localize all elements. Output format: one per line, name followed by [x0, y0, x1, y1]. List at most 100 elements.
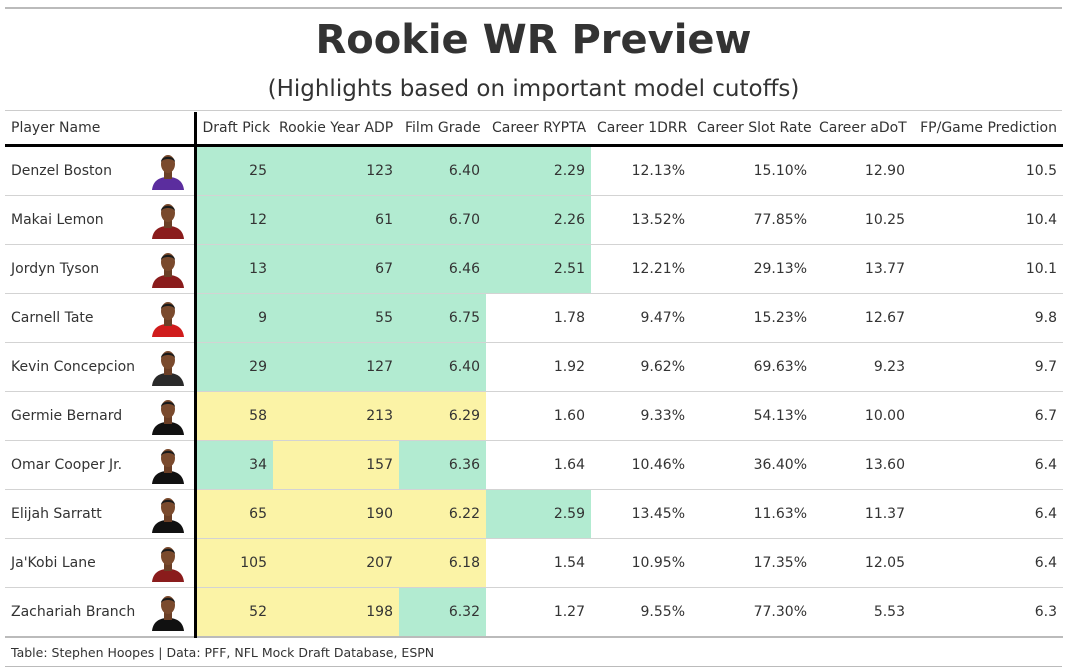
career-1drr-cell: 12.21% — [591, 244, 691, 294]
career-slot-rate-cell: 54.13% — [691, 391, 813, 441]
table-title: Rookie WR Preview — [315, 17, 752, 63]
header-row: Player Name Draft Pick Rookie Year ADP F… — [5, 112, 1063, 147]
player-name-cell: Carnell Tate — [5, 293, 142, 343]
fp-game-prediction-cell: 9.7 — [911, 342, 1063, 392]
career-adot-cell: 13.60 — [813, 440, 911, 490]
fp-game-prediction-cell: 6.3 — [911, 587, 1063, 638]
career-1drr-cell: 9.55% — [591, 587, 691, 638]
career-rypta-cell: 2.26 — [486, 195, 591, 245]
player-headshot-cell — [142, 195, 197, 245]
film-grade-cell: 6.70 — [399, 195, 486, 245]
player-headshot-icon — [152, 302, 184, 337]
career-slot-rate-cell: 15.10% — [691, 145, 813, 196]
col-header-career-rypta: Career RYPTA — [486, 112, 591, 147]
career-rypta-cell: 1.92 — [486, 342, 591, 392]
player-headshot-icon — [152, 400, 184, 435]
film-grade-cell: 6.32 — [399, 587, 486, 638]
player-headshot-icon — [152, 596, 184, 631]
rookie-year-adp-cell: 213 — [273, 391, 399, 441]
career-rypta-cell: 1.60 — [486, 391, 591, 441]
career-slot-rate-cell: 17.35% — [691, 538, 813, 588]
career-1drr-cell: 13.52% — [591, 195, 691, 245]
career-adot-cell: 12.90 — [813, 145, 911, 196]
film-grade-cell: 6.46 — [399, 244, 486, 294]
film-grade-cell: 6.40 — [399, 342, 486, 392]
rookie-year-adp-cell: 198 — [273, 587, 399, 638]
table-row: Kevin Concepcion 29 127 6.40 1.92 9.62% 69.63%… — [5, 342, 1063, 392]
career-1drr-cell: 13.45% — [591, 489, 691, 539]
player-headshot-cell — [142, 244, 197, 294]
career-adot-cell: 9.23 — [813, 342, 911, 392]
rookie-year-adp-cell: 67 — [273, 244, 399, 294]
rookie-wr-table: Player Name Draft Pick Rookie Year ADP F… — [5, 112, 1063, 638]
col-header-rookie-year-adp: Rookie Year ADP — [273, 112, 399, 147]
career-1drr-cell: 10.46% — [591, 440, 691, 490]
fp-game-prediction-cell: 6.4 — [911, 440, 1063, 490]
draft-pick-cell: 52 — [195, 587, 273, 638]
career-slot-rate-cell: 11.63% — [691, 489, 813, 539]
player-name-cell: Omar Cooper Jr. — [5, 440, 142, 490]
career-rypta-cell: 2.29 — [486, 145, 591, 196]
table-row: Elijah Sarratt 65 190 6.22 2.59 13.45% 11.63% 1… — [5, 489, 1063, 539]
draft-pick-cell: 9 — [195, 293, 273, 343]
player-name-cell: Germie Bernard — [5, 391, 142, 441]
career-rypta-cell: 1.78 — [486, 293, 591, 343]
career-slot-rate-cell: 15.23% — [691, 293, 813, 343]
career-1drr-cell: 9.33% — [591, 391, 691, 441]
player-headshot-icon — [152, 498, 184, 533]
rookie-year-adp-cell: 123 — [273, 145, 399, 196]
draft-pick-cell: 25 — [195, 145, 273, 196]
player-headshot-icon — [152, 449, 184, 484]
table-row: Makai Lemon 12 61 6.70 2.26 13.52% 77.85% 10.25… — [5, 195, 1063, 245]
career-rypta-cell: 2.59 — [486, 489, 591, 539]
career-adot-cell: 10.00 — [813, 391, 911, 441]
fp-game-prediction-cell: 10.4 — [911, 195, 1063, 245]
fp-game-prediction-cell: 6.4 — [911, 489, 1063, 539]
col-header-headshot — [142, 112, 197, 147]
career-adot-cell: 13.77 — [813, 244, 911, 294]
player-headshot-icon — [152, 547, 184, 582]
career-adot-cell: 12.67 — [813, 293, 911, 343]
career-slot-rate-cell: 77.85% — [691, 195, 813, 245]
fp-game-prediction-cell: 6.7 — [911, 391, 1063, 441]
player-headshot-cell — [142, 489, 197, 539]
table-row: Zachariah Branch 52 198 6.32 1.27 9.55% 77.30%… — [5, 587, 1063, 638]
player-headshot-icon — [152, 155, 184, 190]
col-header-draft-pick: Draft Pick — [195, 112, 273, 147]
player-name-cell: Ja'Kobi Lane — [5, 538, 142, 588]
table-row: Ja'Kobi Lane 105 207 6.18 1.54 10.95% 17.35% 12… — [5, 538, 1063, 588]
player-headshot-cell — [142, 342, 197, 392]
col-header-fp-game-prediction: FP/Game Prediction — [911, 112, 1063, 147]
col-header-career-1drr: Career 1DRR — [591, 112, 691, 147]
player-headshot-cell — [142, 293, 197, 343]
film-grade-cell: 6.18 — [399, 538, 486, 588]
draft-pick-cell: 105 — [195, 538, 273, 588]
draft-pick-cell: 13 — [195, 244, 273, 294]
film-grade-cell: 6.40 — [399, 145, 486, 196]
film-grade-cell: 6.36 — [399, 440, 486, 490]
player-name-cell: Jordyn Tyson — [5, 244, 142, 294]
career-slot-rate-cell: 69.63% — [691, 342, 813, 392]
career-1drr-cell: 10.95% — [591, 538, 691, 588]
col-header-player-name: Player Name — [5, 112, 142, 147]
rookie-year-adp-cell: 61 — [273, 195, 399, 245]
table-row: Omar Cooper Jr. 34 157 6.36 1.64 10.46% 36.40%… — [5, 440, 1063, 490]
career-1drr-cell: 9.62% — [591, 342, 691, 392]
table-body: Denzel Boston 25 123 6.40 2.29 12.13% 15.10% 12… — [5, 145, 1063, 638]
fp-game-prediction-cell: 10.5 — [911, 145, 1063, 196]
career-1drr-cell: 9.47% — [591, 293, 691, 343]
career-rypta-cell: 1.54 — [486, 538, 591, 588]
career-adot-cell: 10.25 — [813, 195, 911, 245]
career-adot-cell: 12.05 — [813, 538, 911, 588]
career-slot-rate-cell: 77.30% — [691, 587, 813, 638]
career-rypta-cell: 1.27 — [486, 587, 591, 638]
career-rypta-cell: 1.64 — [486, 440, 591, 490]
film-grade-cell: 6.29 — [399, 391, 486, 441]
career-slot-rate-cell: 29.13% — [691, 244, 813, 294]
player-headshot-icon — [152, 204, 184, 239]
player-name-cell: Denzel Boston — [5, 145, 142, 196]
player-headshot-cell — [142, 538, 197, 588]
bottom-rule — [5, 666, 1062, 667]
col-header-career-adot: Career aDoT — [813, 112, 911, 147]
rookie-year-adp-cell: 157 — [273, 440, 399, 490]
